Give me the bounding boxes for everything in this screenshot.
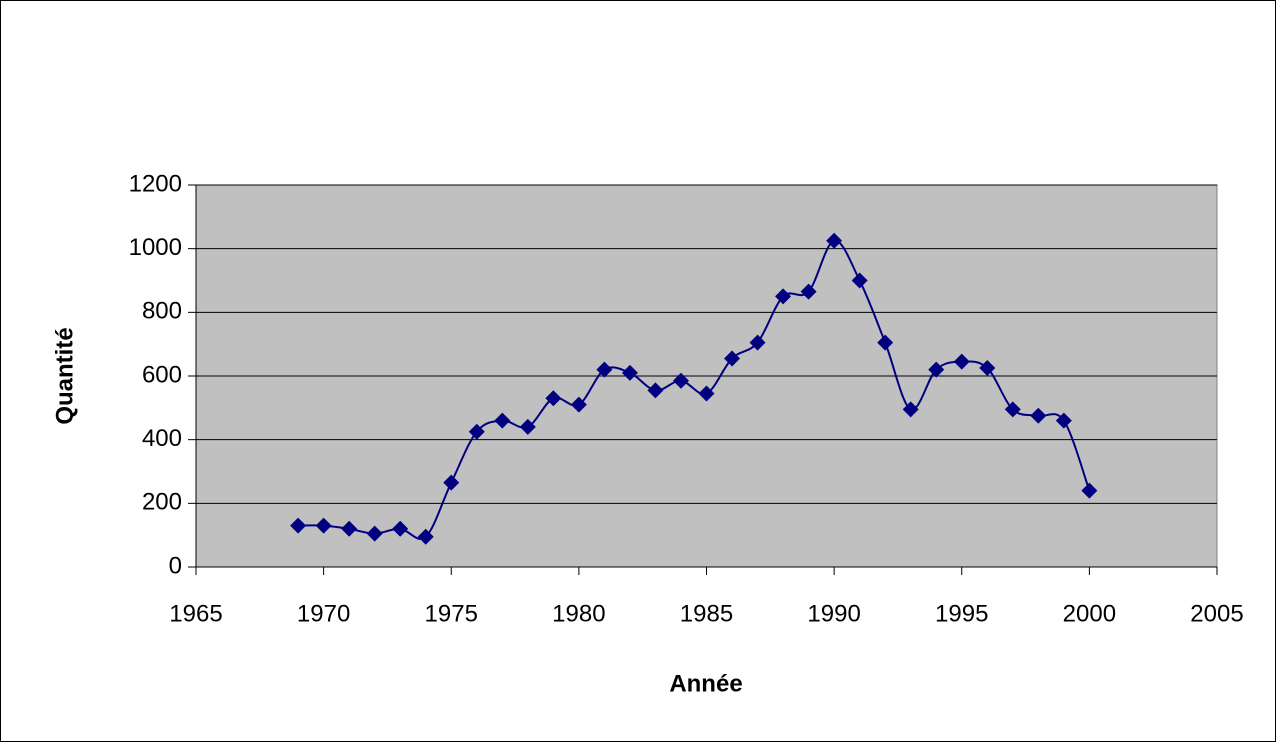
data-point bbox=[341, 520, 358, 537]
data-point bbox=[877, 334, 894, 351]
data-point bbox=[366, 525, 383, 542]
x-axis-title: Année bbox=[669, 670, 742, 697]
data-point bbox=[1081, 482, 1098, 499]
data-point bbox=[800, 283, 817, 300]
data-point bbox=[851, 272, 868, 289]
data-point bbox=[826, 232, 843, 249]
data-point bbox=[647, 382, 664, 399]
y-tick-label: 1000 bbox=[129, 234, 182, 261]
y-tick-label: 600 bbox=[142, 361, 182, 388]
x-tick-label: 1975 bbox=[425, 600, 478, 627]
data-point bbox=[698, 385, 715, 402]
data-point bbox=[1030, 407, 1047, 424]
data-point bbox=[1055, 412, 1072, 429]
data-point bbox=[724, 350, 741, 367]
y-axis-title: Quantité bbox=[51, 327, 78, 424]
x-tick-label: 2000 bbox=[1063, 600, 1116, 627]
x-tick-label: 1990 bbox=[807, 600, 860, 627]
data-point bbox=[621, 364, 638, 381]
data-point bbox=[953, 353, 970, 370]
y-tick-label: 0 bbox=[169, 552, 182, 579]
data-point bbox=[928, 361, 945, 378]
y-tick-label: 1200 bbox=[129, 170, 182, 197]
data-point bbox=[775, 288, 792, 305]
x-tick-label: 1985 bbox=[680, 600, 733, 627]
x-tick-label: 1970 bbox=[297, 600, 350, 627]
data-point bbox=[545, 390, 562, 407]
data-point bbox=[392, 520, 409, 537]
data-point bbox=[290, 517, 307, 534]
x-tick-label: 1995 bbox=[935, 600, 988, 627]
x-tick-label: 1980 bbox=[552, 600, 605, 627]
data-point bbox=[1004, 401, 1021, 418]
plot-area: 0 200 400 600 800 1000 1200 1965 1970 1975 1980 198… bbox=[129, 170, 1244, 627]
y-tick-label: 800 bbox=[142, 298, 182, 325]
y-tick-label: 200 bbox=[142, 489, 182, 516]
x-tick-label: 1965 bbox=[169, 600, 222, 627]
data-point bbox=[902, 401, 919, 418]
data-point bbox=[596, 361, 613, 378]
data-point bbox=[979, 360, 996, 377]
data-point bbox=[672, 372, 689, 389]
data-point bbox=[494, 412, 511, 429]
data-point bbox=[417, 528, 434, 545]
x-tick-label: 2005 bbox=[1190, 600, 1243, 627]
data-point bbox=[468, 423, 485, 440]
data-point bbox=[443, 474, 460, 491]
data-point bbox=[749, 334, 766, 351]
data-point bbox=[315, 517, 332, 534]
data-point bbox=[519, 418, 536, 435]
data-point bbox=[570, 396, 587, 413]
y-tick-label: 400 bbox=[142, 425, 182, 452]
